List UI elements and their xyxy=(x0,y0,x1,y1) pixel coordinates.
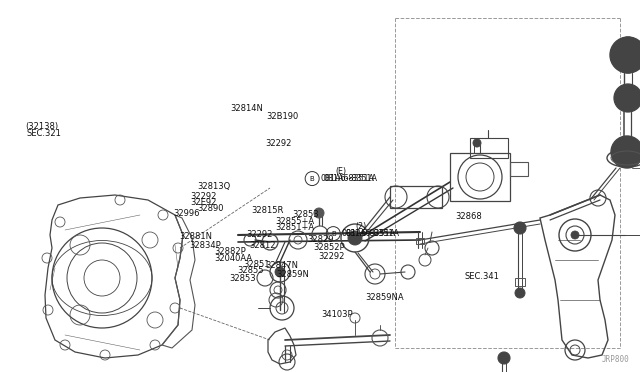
Bar xyxy=(390,186,442,208)
Circle shape xyxy=(498,352,510,364)
Circle shape xyxy=(275,267,285,277)
Text: 32852P: 32852P xyxy=(314,243,345,251)
Text: 32829: 32829 xyxy=(307,235,333,244)
Text: 32890: 32890 xyxy=(197,204,223,213)
Circle shape xyxy=(348,231,362,245)
Text: 32851: 32851 xyxy=(243,260,269,269)
Text: B: B xyxy=(331,231,335,237)
Text: 32881N: 32881N xyxy=(179,232,212,241)
Text: 32292: 32292 xyxy=(319,252,345,261)
Text: 34103P: 34103P xyxy=(321,310,353,319)
Text: 32815R: 32815R xyxy=(251,206,284,215)
Circle shape xyxy=(514,222,526,234)
Bar xyxy=(515,278,525,286)
Text: 32853: 32853 xyxy=(292,210,319,219)
Text: (32138): (32138) xyxy=(26,122,59,131)
Text: 32859N: 32859N xyxy=(276,270,309,279)
Text: 32851+A: 32851+A xyxy=(275,223,314,232)
Text: 32812: 32812 xyxy=(250,241,276,250)
Circle shape xyxy=(314,208,324,218)
Text: B: B xyxy=(310,176,314,182)
Circle shape xyxy=(614,84,640,112)
Text: SEC.321: SEC.321 xyxy=(27,129,61,138)
Text: 32859NA: 32859NA xyxy=(365,293,403,302)
Text: 32813Q: 32813Q xyxy=(197,182,230,190)
Text: 32996: 32996 xyxy=(173,209,199,218)
Bar xyxy=(470,138,508,158)
Text: 32040AA: 32040AA xyxy=(214,254,253,263)
Circle shape xyxy=(610,37,640,73)
Text: 32855+A: 32855+A xyxy=(275,217,314,226)
Bar xyxy=(510,162,528,176)
Text: 32E92: 32E92 xyxy=(191,198,217,207)
Text: 32B190: 32B190 xyxy=(266,112,298,121)
Text: 32882P: 32882P xyxy=(214,247,246,256)
Bar xyxy=(450,153,510,201)
Text: 32855: 32855 xyxy=(237,266,263,275)
Text: 081A6-8351A: 081A6-8351A xyxy=(346,229,399,238)
Text: 32868: 32868 xyxy=(456,212,483,221)
Text: 081A6-8351A: 081A6-8351A xyxy=(341,229,396,238)
Text: 32292: 32292 xyxy=(265,139,291,148)
Text: 32853: 32853 xyxy=(229,274,256,283)
Text: 32292: 32292 xyxy=(246,230,273,239)
Circle shape xyxy=(611,136,640,168)
Text: 32292: 32292 xyxy=(191,192,217,201)
Text: 081A6-8351A: 081A6-8351A xyxy=(320,174,374,183)
Text: 32834P: 32834P xyxy=(189,241,221,250)
Text: (E): (E) xyxy=(335,167,346,176)
Bar xyxy=(416,238,424,244)
Text: 32847N: 32847N xyxy=(266,261,299,270)
Text: SEC.341: SEC.341 xyxy=(465,272,499,280)
Text: 081A6-8351A: 081A6-8351A xyxy=(324,174,378,183)
Circle shape xyxy=(473,139,481,147)
Text: (2): (2) xyxy=(356,222,367,231)
Circle shape xyxy=(515,288,525,298)
Circle shape xyxy=(571,231,579,239)
Text: JRP800: JRP800 xyxy=(602,355,630,364)
Text: 32814N: 32814N xyxy=(230,104,263,113)
